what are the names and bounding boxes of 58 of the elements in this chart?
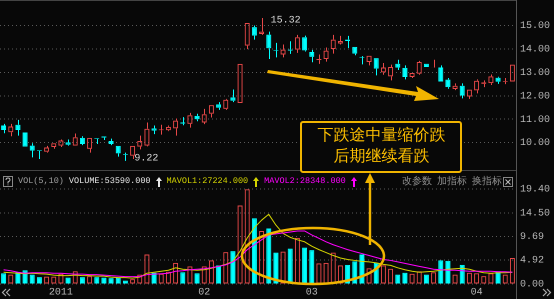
y-tick-label: 14.00: [520, 44, 550, 56]
y-tick-label: 0.00: [520, 280, 544, 291]
y-tick-label: 13.00: [520, 68, 550, 79]
candlestick: [445, 77, 450, 90]
x-tick-label: 02: [198, 288, 210, 299]
candlestick: [108, 138, 114, 146]
bar: [30, 274, 35, 284]
candlestick: [395, 59, 400, 71]
bar: [230, 251, 236, 284]
candlestick: [80, 136, 85, 146]
candlestick: [116, 146, 121, 158]
candlestick: [352, 46, 358, 56]
annotation: MAVOL1:27224.000: [166, 176, 248, 187]
candlestick: [1, 123, 6, 134]
bar: [438, 260, 444, 284]
y-tick-label: 15.00: [520, 21, 550, 32]
y-tick-label: 19.40: [520, 184, 550, 196]
x-tick-label: 2011: [48, 288, 73, 299]
bar: [273, 252, 278, 284]
annotation: 9.22: [134, 154, 158, 165]
y-tick-label: 12.00: [520, 91, 550, 102]
bar: [288, 248, 293, 284]
annotation: VOLUME:53590.000: [68, 176, 151, 187]
annotation: 后期继续看跌: [332, 145, 430, 166]
y-tick-label: 11.00: [520, 114, 550, 126]
x-tick-label: 03: [306, 288, 318, 299]
candlestick: [309, 49, 314, 63]
bar: [216, 265, 222, 284]
y-tick-label: 10.00: [520, 138, 550, 150]
candlestick: [374, 58, 379, 76]
candlestick: [460, 82, 465, 99]
y-tick-label: 9.69: [520, 232, 544, 244]
annotation: MAVOL2:28348.000: [264, 176, 346, 187]
annotation: 15.32: [270, 16, 301, 27]
annotation: 换指标: [472, 176, 502, 188]
candlestick: [496, 76, 501, 84]
bar: [424, 274, 429, 284]
annotation: VOL(5,10): [18, 176, 64, 187]
bar: [194, 273, 200, 284]
bar: [402, 272, 408, 284]
candlestick: [438, 64, 444, 82]
bar: [302, 248, 308, 284]
y-tick-label: 4.92: [520, 255, 544, 266]
annotation: 改参数: [402, 176, 432, 188]
x-tick-label: 04: [470, 288, 483, 299]
candlestick: [302, 35, 308, 52]
candlestick: [266, 31, 272, 60]
candlestick: [402, 64, 408, 80]
candlestick: [15, 119, 20, 136]
candlestick: [30, 142, 35, 158]
annotation: 加指标: [437, 176, 467, 188]
annotation: 下跌途中量缩价跌: [316, 124, 446, 145]
bar: [309, 250, 314, 284]
candlestick: [252, 25, 257, 40]
bar: [180, 272, 186, 284]
bar: [395, 274, 400, 284]
bar: [445, 260, 450, 284]
y-tick-label: 14.50: [520, 208, 550, 220]
